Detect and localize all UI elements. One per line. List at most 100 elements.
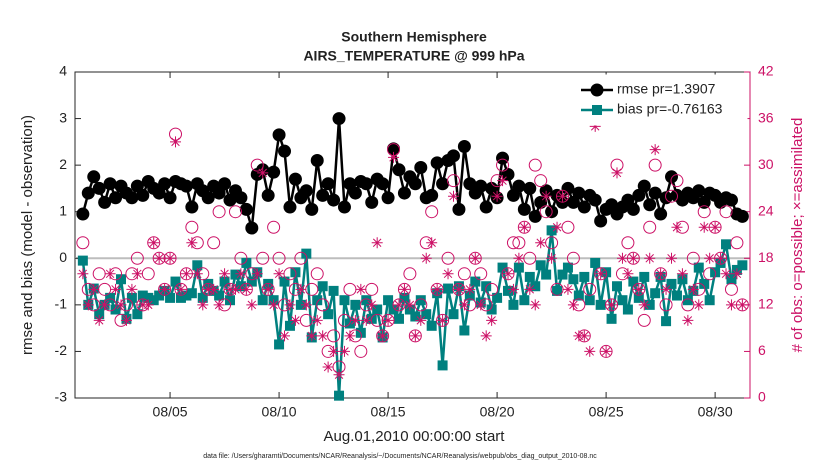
point <box>88 283 100 295</box>
y-tick-label: 3 <box>59 109 67 125</box>
point <box>524 271 535 282</box>
point <box>295 283 307 295</box>
point <box>719 205 733 219</box>
chart-title: Southern Hemisphere <box>341 29 487 45</box>
point <box>446 174 460 188</box>
point <box>682 295 693 306</box>
point <box>116 274 127 285</box>
point <box>468 251 482 265</box>
point <box>421 309 432 320</box>
point <box>339 295 350 306</box>
point <box>410 311 421 322</box>
point <box>724 282 738 296</box>
point <box>551 221 563 233</box>
point <box>208 283 220 295</box>
point <box>397 186 411 200</box>
point <box>583 282 597 296</box>
point <box>584 345 596 357</box>
point <box>365 282 379 296</box>
point <box>234 191 248 205</box>
point <box>392 163 406 177</box>
point <box>458 299 470 311</box>
point <box>76 236 90 250</box>
point <box>355 283 367 295</box>
y-axis-label: rmse and bias (model - observation) <box>19 115 36 355</box>
point <box>577 200 591 214</box>
point <box>328 285 339 296</box>
point <box>372 304 383 315</box>
point <box>92 267 106 281</box>
y2-tick-label: 30 <box>758 156 774 172</box>
point <box>431 283 443 295</box>
point <box>272 128 286 142</box>
point <box>436 177 450 191</box>
point <box>643 198 657 212</box>
point <box>383 295 394 306</box>
point <box>704 252 716 264</box>
point <box>595 299 606 310</box>
point <box>154 290 165 301</box>
point <box>180 268 192 280</box>
point <box>77 255 88 266</box>
point <box>158 282 172 296</box>
point <box>513 262 524 273</box>
point <box>632 282 646 296</box>
point <box>639 271 650 282</box>
point <box>115 299 127 311</box>
point <box>534 195 548 209</box>
y-tick-label: 2 <box>59 156 67 172</box>
point <box>491 190 503 202</box>
point <box>99 299 111 311</box>
y-tick-label: 1 <box>59 202 67 218</box>
point <box>170 276 181 287</box>
point <box>648 158 662 172</box>
point <box>197 292 208 303</box>
point <box>350 299 361 310</box>
point <box>442 268 454 280</box>
point <box>628 276 639 287</box>
point <box>457 140 471 154</box>
point <box>191 268 203 280</box>
point <box>213 299 225 311</box>
point <box>501 167 515 181</box>
point <box>245 221 259 235</box>
point <box>627 252 639 264</box>
point <box>452 202 466 216</box>
point <box>686 251 700 265</box>
point <box>262 283 274 295</box>
point <box>517 202 531 216</box>
point <box>349 314 361 326</box>
y2-axis-label: # of obs: o=possible; ×=assimilated <box>789 118 806 353</box>
point <box>670 174 684 188</box>
point <box>142 299 154 311</box>
point <box>665 170 679 184</box>
point <box>594 214 608 228</box>
y2-tick-label: 42 <box>758 63 774 79</box>
point <box>344 330 356 342</box>
point <box>523 181 537 195</box>
x-tick-label: 08/20 <box>480 404 515 420</box>
point <box>87 170 101 184</box>
point <box>546 252 558 264</box>
point <box>622 304 633 315</box>
point <box>214 290 225 301</box>
point <box>109 191 123 205</box>
y-tick-label: 4 <box>59 63 67 79</box>
point <box>496 151 510 165</box>
point <box>399 292 410 303</box>
point <box>305 202 319 216</box>
point <box>579 271 590 282</box>
legend-marker <box>592 105 602 115</box>
point <box>328 345 340 357</box>
point <box>660 283 672 295</box>
point <box>284 299 296 311</box>
point <box>201 191 215 205</box>
point <box>430 156 444 170</box>
point <box>535 260 546 271</box>
point <box>730 236 744 250</box>
point <box>643 220 657 234</box>
point <box>443 283 454 294</box>
point <box>709 221 721 233</box>
y2-tick-label: 6 <box>758 342 766 358</box>
point <box>513 252 525 264</box>
